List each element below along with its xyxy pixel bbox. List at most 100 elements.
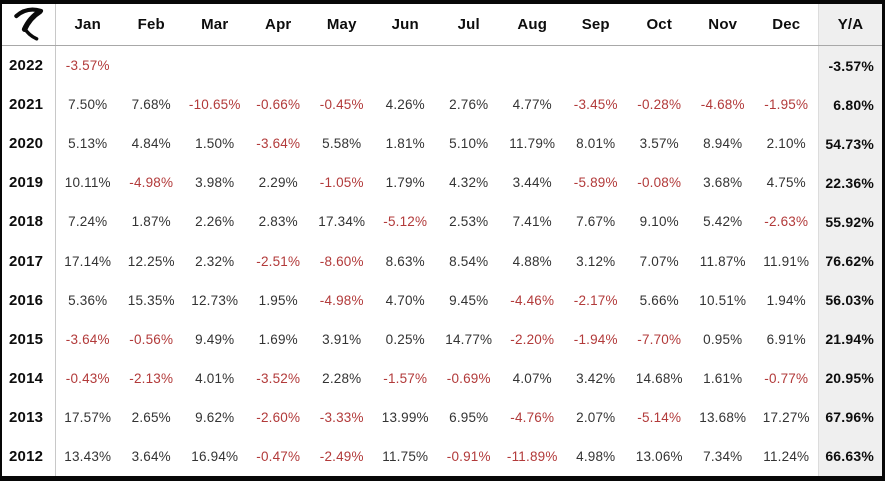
- table-row-2021: 2021 7.50% 7.68% -10.65% -0.66% -0.45% 4.26% 2.…: [2, 85, 882, 125]
- return-cell: 14.68%: [635, 370, 683, 386]
- return-cell: 13.99%: [381, 409, 429, 425]
- return-cell: 12.73%: [191, 292, 239, 308]
- table-row-2016: 2016 5.36% 15.35% 12.73% 1.95% -4.98% 4.70% 9.4…: [2, 280, 882, 320]
- year-label: 2012: [2, 436, 56, 476]
- return-cell: 1.79%: [385, 175, 425, 191]
- return-cell: 17.14%: [64, 253, 112, 269]
- return-cell: 4.07%: [512, 370, 552, 386]
- return-cell: -10.65%: [188, 97, 241, 113]
- return-cell: -0.45%: [319, 97, 364, 113]
- column-header-mar: Mar: [201, 16, 229, 33]
- return-cell: 7.07%: [639, 253, 679, 269]
- column-header-dec: Dec: [772, 16, 801, 33]
- return-cell: 13.43%: [64, 448, 112, 464]
- return-cell: 1.87%: [131, 214, 171, 230]
- return-cell: 4.01%: [195, 370, 235, 386]
- return-cell: -2.13%: [129, 370, 174, 386]
- return-cell: -0.69%: [446, 370, 491, 386]
- return-cell: [437, 46, 501, 85]
- return-cell: -3.45%: [573, 97, 618, 113]
- return-cell: -3.33%: [319, 409, 364, 425]
- return-cell: 5.13%: [68, 136, 108, 152]
- return-cell: 1.94%: [766, 292, 806, 308]
- year-total-cell: 55.92%: [818, 202, 882, 242]
- return-cell: -0.91%: [446, 448, 491, 464]
- return-cell: [691, 46, 755, 85]
- return-cell: 1.50%: [195, 136, 235, 152]
- year-label: 2021: [2, 85, 56, 125]
- return-cell: 9.45%: [449, 292, 489, 308]
- return-cell: -8.60%: [319, 253, 364, 269]
- return-cell: 2.53%: [449, 214, 489, 230]
- year-label: 2018: [2, 202, 56, 242]
- return-cell: 1.81%: [385, 136, 425, 152]
- return-cell: 4.32%: [449, 175, 489, 191]
- year-label: 2014: [2, 358, 56, 398]
- return-cell: 12.25%: [127, 253, 175, 269]
- return-cell: -0.28%: [637, 97, 682, 113]
- year-label: 2013: [2, 397, 56, 437]
- return-cell: 2.76%: [449, 97, 489, 113]
- return-cell: -5.12%: [383, 214, 428, 230]
- return-cell: 3.64%: [131, 448, 171, 464]
- return-cell: 11.75%: [382, 448, 429, 464]
- return-cell: -4.46%: [510, 292, 555, 308]
- return-cell: -1.05%: [319, 175, 364, 191]
- year-total-cell: 20.95%: [818, 358, 882, 398]
- table-row-2017: 2017 17.14% 12.25% 2.32% -2.51% -8.60% 8.63% 8.…: [2, 241, 882, 281]
- table-row-2013: 2013 17.57% 2.65% 9.62% -2.60% -3.33% 13.99% 6.…: [2, 397, 882, 437]
- return-cell: 4.26%: [385, 97, 425, 113]
- return-cell: 10.11%: [64, 175, 111, 191]
- return-cell: 17.34%: [318, 214, 366, 230]
- return-cell: -2.63%: [764, 214, 809, 230]
- return-cell: [120, 46, 184, 85]
- return-cell: -1.57%: [383, 370, 428, 386]
- return-cell: -3.52%: [256, 370, 301, 386]
- return-cell: 11.91%: [763, 253, 810, 269]
- table-row-2014: 2014 -0.43% -2.13% 4.01% -3.52% 2.28% -1.57% -0…: [2, 358, 882, 398]
- table-row-2015: 2015 -3.64% -0.56% 9.49% 1.69% 3.91% 0.25% 14.7…: [2, 319, 882, 359]
- year-label: 2017: [2, 241, 56, 281]
- return-cell: 1.95%: [258, 292, 298, 308]
- return-cell: [564, 46, 628, 85]
- return-cell: 3.68%: [703, 175, 743, 191]
- return-cell: 0.25%: [385, 331, 425, 347]
- return-cell: -7.70%: [637, 331, 682, 347]
- return-cell: -1.94%: [573, 331, 618, 347]
- return-cell: 3.12%: [576, 253, 616, 269]
- return-cell: 4.77%: [512, 97, 552, 113]
- return-cell: 3.44%: [512, 175, 552, 191]
- return-cell: -0.56%: [129, 331, 174, 347]
- year-total-cell: 67.96%: [818, 397, 882, 437]
- return-cell: -4.76%: [510, 409, 555, 425]
- return-cell: 2.83%: [258, 214, 298, 230]
- table-row-2020: 2020 5.13% 4.84% 1.50% -3.64% 5.58% 1.81% 5.10%…: [2, 124, 882, 164]
- return-cell: -4.98%: [129, 175, 174, 191]
- returns-table: Jan Feb Mar Apr May Jun Jul Aug Sep Oct Nov Dec Y/A …: [2, 4, 882, 476]
- column-header-ya: Y/A: [818, 4, 882, 45]
- return-cell: 7.24%: [68, 214, 108, 230]
- return-cell: 17.27%: [762, 409, 810, 425]
- return-cell: 2.26%: [195, 214, 235, 230]
- header-row: Jan Feb Mar Apr May Jun Jul Aug Sep Oct Nov Dec Y/A: [2, 4, 882, 46]
- return-cell: 1.61%: [703, 370, 743, 386]
- return-cell: -3.57%: [65, 58, 110, 74]
- return-cell: -0.43%: [65, 370, 110, 386]
- return-cell: 2.32%: [195, 253, 235, 269]
- return-cell: 9.62%: [195, 409, 235, 425]
- brand-swoosh-icon: [10, 4, 48, 45]
- return-cell: 7.41%: [512, 214, 552, 230]
- year-label: 2022: [2, 46, 56, 86]
- year-total-cell: 6.80%: [818, 85, 882, 125]
- year-total-cell: 66.63%: [818, 436, 882, 476]
- return-cell: 5.66%: [639, 292, 679, 308]
- return-cell: -2.60%: [256, 409, 301, 425]
- return-cell: [501, 46, 565, 85]
- return-cell: -5.14%: [637, 409, 682, 425]
- return-cell: -2.49%: [319, 448, 364, 464]
- return-cell: [628, 46, 692, 85]
- return-cell: 11.24%: [763, 448, 810, 464]
- return-cell: [183, 46, 247, 85]
- return-cell: 11.87%: [699, 253, 746, 269]
